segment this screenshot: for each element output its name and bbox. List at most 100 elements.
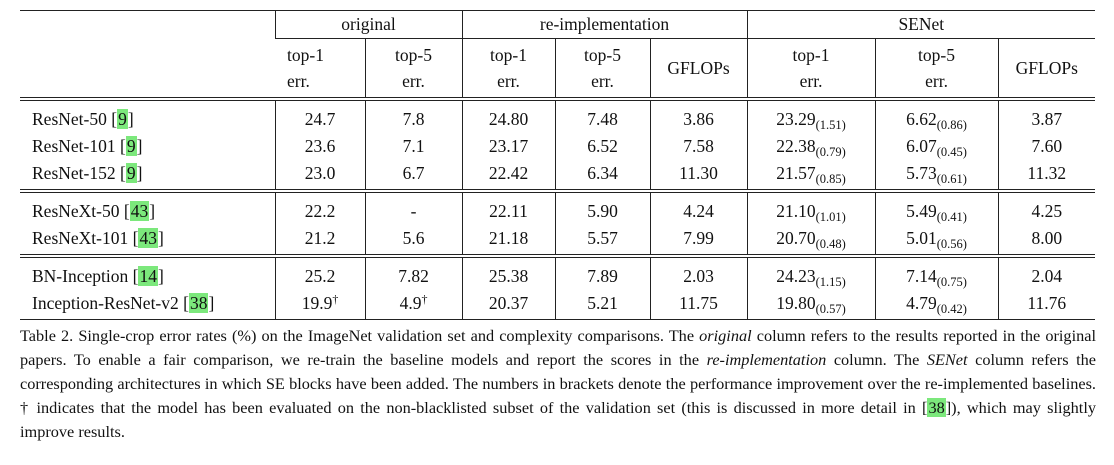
cell-value: 11.32 [1027,162,1067,183]
value-cell: 25.38 [461,254,555,289]
subheader-text: err. [799,71,823,91]
value-cell: 6.52 [554,132,650,159]
value-cell: 24.80 [461,97,555,132]
model-name-text: ] [157,265,164,286]
caption-text: SENet [926,350,968,369]
value-cell: 21.18 [461,224,555,256]
citation[interactable]: 43 [129,200,150,221]
value-cell: 24.7 [274,97,365,132]
cell-value: 11.76 [1027,292,1067,313]
subheader-text: err. [402,71,425,91]
table-row: BN-Inception [14] 25.2 7.82 25.38 7.89 2.03 24… [20,254,1096,289]
cell-value: 7.89 [587,265,618,286]
value-cell: 5.21 [554,289,650,320]
model-name: ResNeXt-50 [43] [20,189,275,224]
model-name: ResNet-101 [9] [20,132,275,159]
cell-value: 4.25 [1031,200,1063,221]
value-cell: - [364,189,462,224]
table-header: original re-implementation SENet top-1 err. t… [20,10,1096,100]
corner-cell [20,10,275,99]
cell-value: 11.30 [679,162,718,183]
value-cell: 7.89 [554,254,650,289]
value-cell: 7.58 [649,132,748,159]
cell-value: 5.90 [587,200,618,221]
cell-value: 25.38 [488,265,529,286]
subheader-text: top-5 [918,45,955,65]
improvement: (0.85) [815,171,846,186]
cell-value: 23.6 [304,135,336,156]
model-name-text: ResNeXt-50 [ [32,200,130,221]
value-cell: 6.07(0.45) [874,132,999,159]
subheader: top-1 err. [461,38,555,99]
table-row: ResNeXt-101 [43] 21.2 5.6 21.18 5.57 7.99 20.7… [20,224,1096,256]
subheader-text: top-1 [287,45,324,65]
citation[interactable]: 38 [188,292,209,313]
model-name-text: ] [127,108,134,129]
table-row: ResNet-101 [9] 23.6 7.1 23.17 6.52 7.58 22.38(… [20,132,1096,159]
footnote-mark: † [332,291,339,306]
model-name: ResNet-152 [9] [20,159,275,191]
value-cell: 7.48 [554,97,650,132]
subheader: top-5 err. [874,38,999,99]
citation[interactable]: 9 [125,135,137,156]
improvement: (0.41) [936,209,967,224]
citation[interactable]: 9 [117,108,128,129]
model-name: ResNet-50 [9] [20,97,275,132]
group-header: original [274,10,462,39]
subheader-text: err. [287,71,310,91]
group-header-text: SENet [898,14,945,34]
row-group: ResNet-50 [9] 24.7 7.8 24.80 7.48 3.86 23.29(1… [20,97,1096,191]
model-name-text: ResNet-101 [ [32,135,126,156]
table-caption: Table 2. Single-crop error rates (%) on … [20,324,1096,444]
model-name-text: ] [136,162,143,183]
cell-value: 5.21 [587,292,618,313]
cell-value: 5.49 [906,200,937,221]
cell-value: - [410,200,417,221]
table-row: ResNeXt-50 [43] 22.2 - 22.11 5.90 4.24 21.10(1… [20,189,1096,224]
cell-value: 20.70 [776,227,816,248]
improvement: (0.56) [936,236,967,251]
cell-value: 24.80 [488,108,529,129]
value-cell: 21.10(1.01) [746,189,876,224]
value-cell: 11.76 [997,289,1096,320]
citation[interactable]: 38 [927,398,946,417]
model-name-text: ] [149,200,156,221]
value-cell: 5.49(0.41) [874,189,999,224]
value-cell: 8.00 [997,224,1096,256]
improvement: (0.75) [936,274,967,289]
value-cell: 7.99 [649,224,748,256]
subheader-text: err. [497,71,520,91]
group-header: SENet [746,10,1096,39]
improvement: (0.48) [815,236,846,251]
model-name: BN-Inception [14] [20,254,275,289]
cell-value: 19.80 [776,292,816,313]
value-cell: 25.2 [274,254,365,289]
citation[interactable]: 43 [138,227,158,248]
cell-value: 24.23 [776,265,816,286]
cell-value: 21.2 [304,227,336,248]
subheader-text: top-5 [584,45,621,65]
cell-value: 22.38 [776,135,816,156]
group-header-text: original [341,14,396,34]
value-cell: 19.80(0.57) [746,289,876,320]
subheader: top-1 err. [746,38,876,99]
group-header: re-implementation [461,10,748,39]
cell-value: 2.04 [1031,265,1063,286]
cell-value: 8.00 [1031,227,1063,248]
cell-value: 5.57 [587,227,618,248]
subheader-text: err. [925,71,948,91]
cell-value: 7.82 [398,265,429,286]
citation[interactable]: 9 [125,162,137,183]
cell-value: 6.62 [906,108,937,129]
cell-value: 6.52 [587,135,618,156]
value-cell: 4.9† [364,289,462,320]
row-group: ResNeXt-50 [43] 22.2-22.11 5.90 4.24 21.10(1… [20,189,1096,256]
caption-text: column. The [826,350,927,369]
improvement: (1.15) [815,274,846,289]
subheader: top-1 err. [275,39,365,100]
citation[interactable]: 14 [138,265,158,286]
improvement: (1.51) [815,117,846,132]
header-row: original re-implementation SENet [20,10,1096,99]
cell-value: 6.34 [587,162,618,183]
improvement: (0.61) [936,171,967,186]
